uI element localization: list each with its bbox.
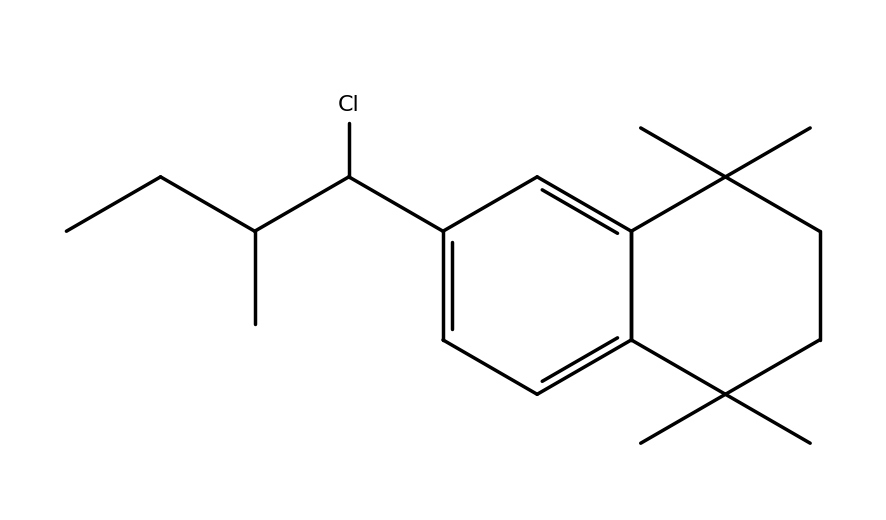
Text: Cl: Cl <box>338 95 360 114</box>
